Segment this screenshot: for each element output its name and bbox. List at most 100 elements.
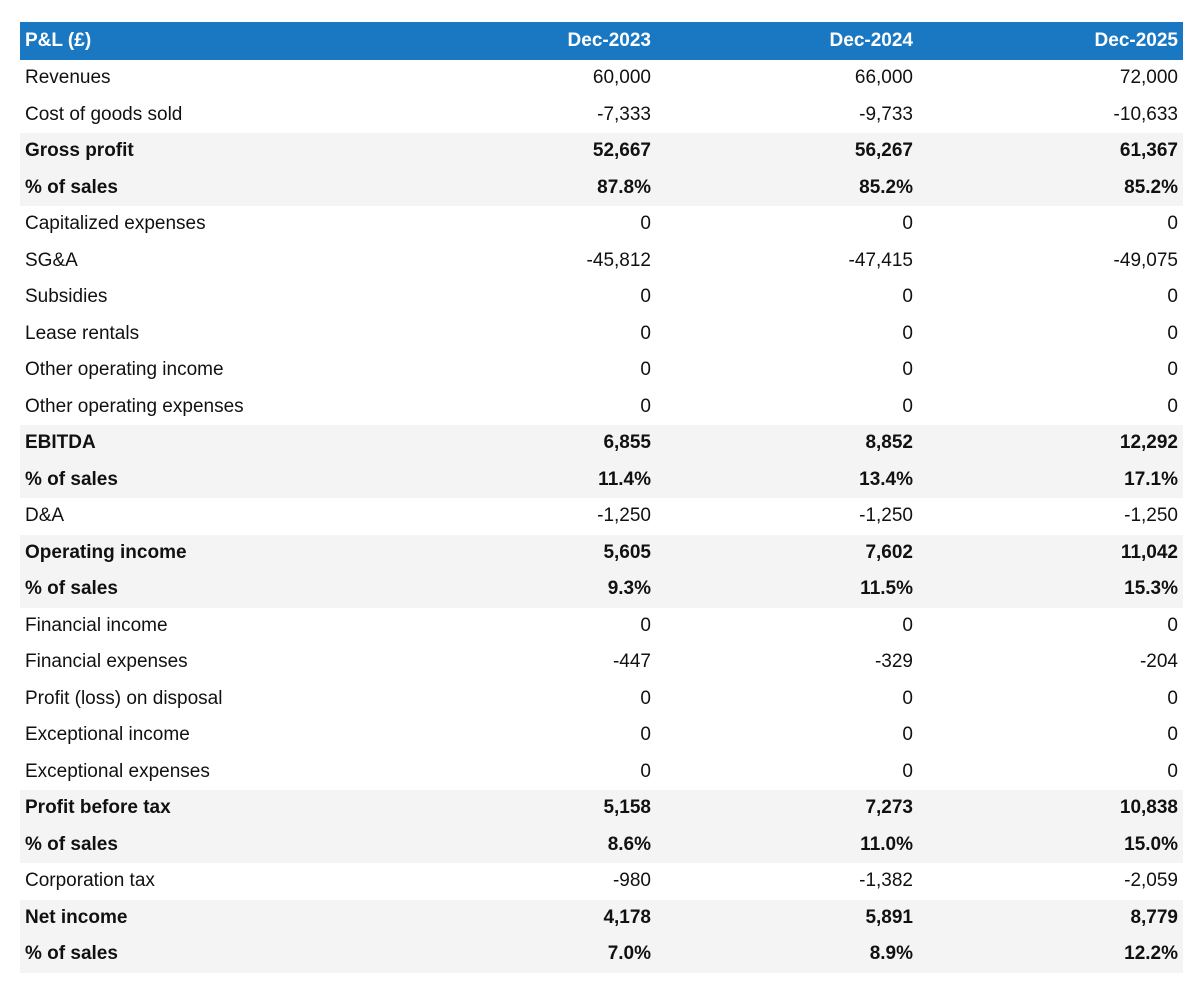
row: Revenues 60,000 66,000 72,000 bbox=[20, 60, 1183, 97]
row: Cost of goods sold -7,333 -9,733 -10,633 bbox=[20, 97, 1183, 134]
cell-value: 12.2% bbox=[918, 936, 1183, 973]
cell-value: -7,333 bbox=[597, 103, 651, 125]
cell-value: 5,158 bbox=[400, 790, 656, 827]
cell-value: 0 bbox=[640, 395, 651, 417]
total-row: Net income 4,178 5,891 8,779 bbox=[20, 899, 1183, 936]
column-header: Dec-2023 bbox=[400, 22, 656, 60]
cell-value: 4,178 bbox=[400, 899, 656, 936]
cell-value: 9.3% bbox=[400, 571, 656, 608]
total-row: EBITDA 6,855 8,852 12,292 bbox=[20, 425, 1183, 462]
cell-value: -9,733 bbox=[859, 103, 913, 125]
row: D&A -1,250 -1,250 -1,250 bbox=[20, 498, 1183, 535]
row-label: Lease rentals bbox=[25, 322, 140, 344]
cell-value: 0 bbox=[902, 322, 913, 344]
row: Exceptional expenses 0 0 0 bbox=[20, 754, 1183, 791]
cell-value: 5,891 bbox=[656, 899, 918, 936]
row-label: % of sales bbox=[20, 936, 400, 973]
total-row: Operating income 5,605 7,602 11,042 bbox=[20, 534, 1183, 571]
row: Capitalized expenses 0 0 0 bbox=[20, 206, 1183, 243]
cell-value: -329 bbox=[874, 651, 913, 673]
cell-value: -2,059 bbox=[1124, 870, 1178, 892]
cell-value: 0 bbox=[640, 724, 651, 746]
cell-value: 8.9% bbox=[656, 936, 918, 973]
cell-value: 0 bbox=[640, 614, 651, 636]
column-header: Dec-2024 bbox=[656, 22, 918, 60]
cell-value: 87.8% bbox=[400, 169, 656, 206]
cell-value: 0 bbox=[1167, 760, 1178, 782]
cell-value: 15.3% bbox=[918, 571, 1183, 608]
row: Lease rentals 0 0 0 bbox=[20, 316, 1183, 353]
column-header: Dec-2025 bbox=[918, 22, 1183, 60]
cell-value: 72,000 bbox=[1119, 67, 1178, 89]
cell-value: 0 bbox=[1167, 614, 1178, 636]
cell-value: 11,042 bbox=[918, 534, 1183, 571]
row-label: Exceptional income bbox=[25, 724, 190, 746]
cell-value: 0 bbox=[640, 322, 651, 344]
cell-value: 0 bbox=[902, 213, 913, 235]
corner-header: P&L (£) bbox=[20, 22, 400, 60]
row-label: Other operating income bbox=[25, 359, 224, 381]
cell-value: -1,382 bbox=[859, 870, 913, 892]
row-label: % of sales bbox=[20, 169, 400, 206]
row-label: % of sales bbox=[20, 826, 400, 863]
row-label: Operating income bbox=[20, 534, 400, 571]
row-label: Capitalized expenses bbox=[25, 213, 206, 235]
total-row: % of sales 7.0% 8.9% 12.2% bbox=[20, 936, 1183, 973]
cell-value: 0 bbox=[902, 286, 913, 308]
row: SG&A -45,812 -47,415 -49,075 bbox=[20, 243, 1183, 280]
row: Exceptional income 0 0 0 bbox=[20, 717, 1183, 754]
total-row: % of sales 9.3% 11.5% 15.3% bbox=[20, 571, 1183, 608]
cell-value: 0 bbox=[640, 286, 651, 308]
pl-table: P&L (£) Dec-2023 Dec-2024 Dec-2025 Revenues… bbox=[20, 22, 1183, 973]
row: Financial expenses -447 -329 -204 bbox=[20, 644, 1183, 681]
row-label: Revenues bbox=[25, 67, 111, 89]
cell-value: -45,812 bbox=[586, 249, 651, 271]
row: Corporation tax -980 -1,382 -2,059 bbox=[20, 863, 1183, 900]
cell-value: 0 bbox=[640, 687, 651, 709]
row: Other operating expenses 0 0 0 bbox=[20, 389, 1183, 426]
cell-value: -1,250 bbox=[597, 505, 651, 527]
cell-value: 0 bbox=[902, 614, 913, 636]
cell-value: 13.4% bbox=[656, 461, 918, 498]
cell-value: 56,267 bbox=[656, 133, 918, 170]
row-label: Corporation tax bbox=[25, 870, 155, 892]
row-label: Cost of goods sold bbox=[25, 103, 183, 125]
cell-value: -49,075 bbox=[1113, 249, 1178, 271]
cell-value: 17.1% bbox=[918, 461, 1183, 498]
cell-value: 8,852 bbox=[656, 425, 918, 462]
cell-value: 85.2% bbox=[656, 169, 918, 206]
row-label: SG&A bbox=[25, 249, 78, 271]
total-row: % of sales 8.6% 11.0% 15.0% bbox=[20, 826, 1183, 863]
cell-value: 0 bbox=[640, 213, 651, 235]
cell-value: 0 bbox=[1167, 286, 1178, 308]
row: Subsidies 0 0 0 bbox=[20, 279, 1183, 316]
row: Financial income 0 0 0 bbox=[20, 608, 1183, 645]
cell-value: -47,415 bbox=[848, 249, 913, 271]
cell-value: 0 bbox=[1167, 322, 1178, 344]
table-body: Revenues 60,000 66,000 72,000 Cost of goods … bbox=[20, 60, 1183, 973]
row-label: Financial expenses bbox=[25, 651, 188, 673]
cell-value: 8,779 bbox=[918, 899, 1183, 936]
total-row: % of sales 11.4% 13.4% 17.1% bbox=[20, 461, 1183, 498]
row-label: Subsidies bbox=[25, 286, 108, 308]
cell-value: 11.4% bbox=[400, 461, 656, 498]
total-row: % of sales 87.8% 85.2% 85.2% bbox=[20, 169, 1183, 206]
cell-value: 66,000 bbox=[854, 67, 913, 89]
row-label: % of sales bbox=[20, 571, 400, 608]
cell-value: -1,250 bbox=[859, 505, 913, 527]
cell-value: 0 bbox=[1167, 359, 1178, 381]
row-label: Net income bbox=[20, 899, 400, 936]
cell-value: -10,633 bbox=[1113, 103, 1178, 125]
cell-value: 0 bbox=[640, 760, 651, 782]
row: Profit (loss) on disposal 0 0 0 bbox=[20, 681, 1183, 718]
row-label: Other operating expenses bbox=[25, 395, 244, 417]
cell-value: 8.6% bbox=[400, 826, 656, 863]
cell-value: 10,838 bbox=[918, 790, 1183, 827]
row-label: % of sales bbox=[20, 461, 400, 498]
table-header: P&L (£) Dec-2023 Dec-2024 Dec-2025 bbox=[20, 22, 1183, 60]
cell-value: 61,367 bbox=[918, 133, 1183, 170]
total-row: Gross profit 52,667 56,267 61,367 bbox=[20, 133, 1183, 170]
cell-value: 11.5% bbox=[656, 571, 918, 608]
cell-value: 60,000 bbox=[592, 67, 651, 89]
